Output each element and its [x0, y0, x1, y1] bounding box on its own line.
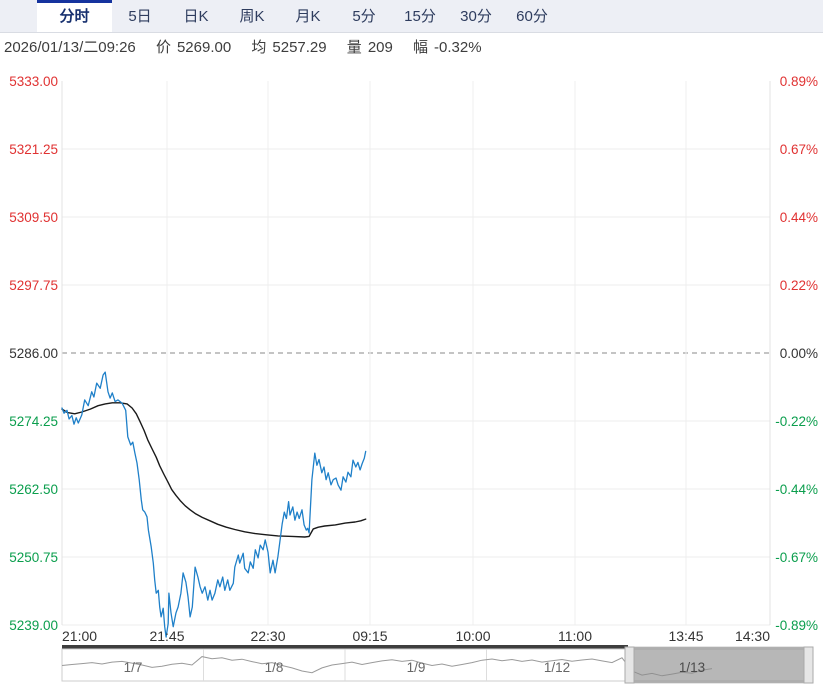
navigator-date-label: 1/8 [265, 660, 284, 675]
tab-weekly-k[interactable]: 周K [239, 8, 265, 25]
y-axis-percent-label: -0.22% [775, 414, 818, 429]
y-axis-percent-label: -0.89% [775, 618, 818, 633]
y-axis-percent-label: -0.44% [775, 482, 818, 497]
tab-5min[interactable]: 5分 [352, 8, 376, 25]
navigator-sparkline [61, 656, 713, 677]
navigator-date-label: 1/9 [407, 660, 426, 675]
y-axis-percent-label: 0.44% [780, 210, 818, 225]
y-axis-price-label: 5286.00 [9, 346, 58, 361]
x-axis-time-label: 21:45 [149, 628, 184, 644]
avg-value: 5257.29 [272, 39, 327, 56]
tab-5day[interactable]: 5日 [128, 8, 152, 25]
avg-line [61, 402, 367, 538]
x-axis-time-label: 11:00 [558, 628, 592, 644]
avg-label: 均 [251, 39, 267, 56]
y-axis-price-label: 5250.75 [9, 550, 58, 565]
x-axis-time-label: 14:30 [735, 628, 770, 644]
y-axis-price-label: 5321.25 [9, 142, 58, 157]
x-axis-time-label: 09:15 [352, 628, 387, 644]
navigator-scroll-track[interactable] [62, 645, 628, 649]
navigator-date-label: 1/13 [679, 660, 705, 675]
navigator-date-label: 1/12 [544, 660, 570, 675]
x-axis-time-label: 22:30 [250, 628, 285, 644]
y-axis-price-label: 5262.50 [9, 482, 58, 497]
y-axis-price-label: 5333.00 [9, 74, 58, 89]
tab-monthly-k[interactable]: 月K [295, 8, 321, 25]
x-axis-time-label: 21:00 [62, 628, 97, 644]
y-axis-price-label: 5297.75 [9, 278, 58, 293]
tab-daily-k[interactable]: 日K [183, 8, 209, 25]
tab-minute[interactable]: 分时 [37, 0, 112, 32]
x-axis-time-label: 13:45 [668, 628, 703, 644]
y-axis-price-label: 5239.00 [9, 618, 58, 633]
y-axis-percent-label: 0.67% [780, 142, 818, 157]
price-value: 5269.00 [176, 39, 232, 56]
x-axis-time-label: 10:00 [455, 628, 490, 644]
y-axis-percent-label: 0.00% [780, 346, 818, 361]
navigator-date-label: 1/7 [124, 660, 143, 675]
price-chart[interactable]: 5333.00 0.89% 5321.25 0.67% 5309.50 0.44% 5297… [0, 65, 823, 684]
volume-value: 209 [367, 39, 393, 56]
y-axis-price-label: 5309.50 [9, 210, 58, 225]
y-axis-percent-label: 0.22% [780, 278, 818, 293]
navigator-handle-right[interactable] [803, 646, 814, 684]
quote-infobar: 2026/01/13/二09:26 价 5269.00 均 5257.29 量 209… [0, 33, 823, 65]
y-axis-percent-label: -0.67% [775, 550, 818, 565]
quote-datetime: 2026/01/13/二09:26 [4, 39, 136, 56]
price-label: 价 [155, 39, 171, 56]
y-axis-percent-label: 0.89% [780, 74, 818, 89]
change-label: 幅 [413, 39, 429, 56]
period-tabbar: 分时 5日 日K 周K 月K 5分 15分 30分 60分 [0, 0, 823, 33]
tab-15min[interactable]: 15分 [404, 8, 436, 25]
tab-60min[interactable]: 60分 [516, 8, 548, 25]
y-axis-price-label: 5274.25 [9, 414, 58, 429]
change-value: -0.32% [434, 39, 482, 56]
navigator-handle-left[interactable] [624, 646, 635, 684]
navigator-selection[interactable] [627, 646, 811, 684]
price-line [61, 371, 367, 638]
tab-30min[interactable]: 30分 [460, 8, 492, 25]
volume-label: 量 [346, 39, 362, 56]
